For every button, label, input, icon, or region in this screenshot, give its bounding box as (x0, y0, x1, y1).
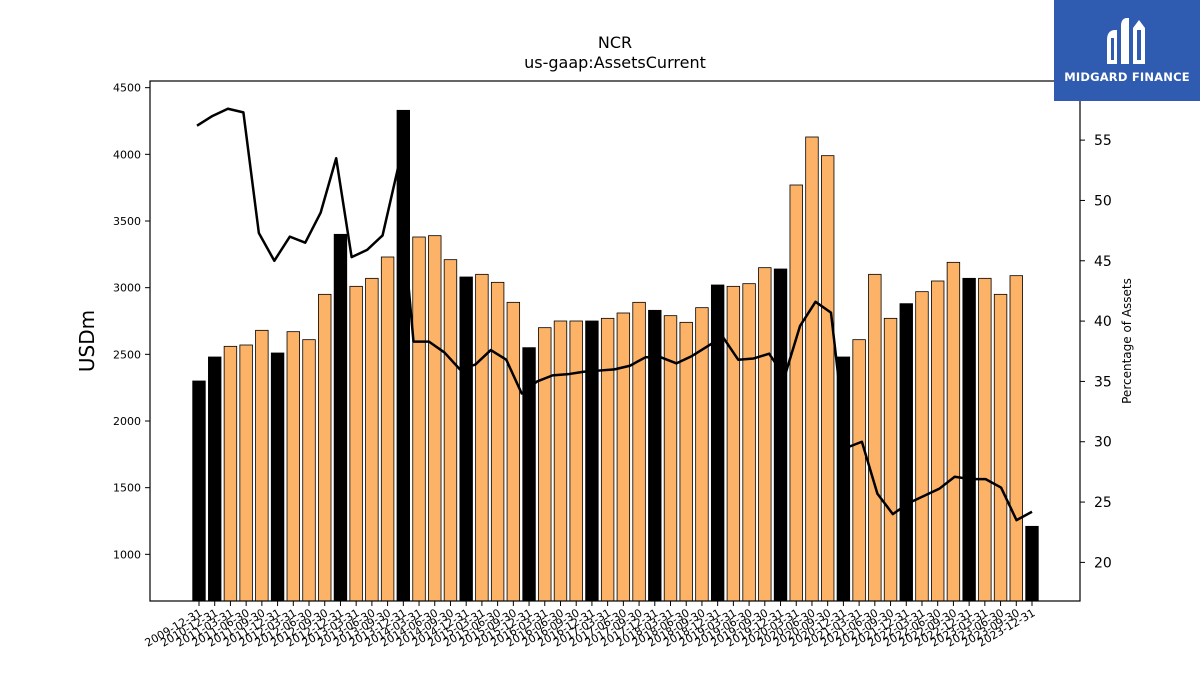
bar (490, 281, 505, 602)
bar (270, 352, 285, 602)
bar (475, 273, 489, 602)
bar (365, 277, 379, 602)
bar (380, 256, 395, 602)
bar (632, 301, 646, 602)
y-tick-label: 4500 (113, 82, 141, 95)
bar (789, 184, 803, 602)
logo-text: MIDGARD FINANCE (1064, 70, 1190, 84)
bar (883, 317, 898, 602)
bar (600, 317, 615, 602)
bar (459, 276, 473, 602)
percentage-line (196, 107, 1033, 522)
y2-tick-label: 45 (1094, 254, 1112, 270)
bar (758, 267, 772, 602)
bar (931, 280, 945, 602)
bar (553, 320, 568, 602)
bar (208, 356, 222, 602)
bar (1009, 275, 1023, 602)
bar (899, 303, 913, 602)
bar (318, 293, 332, 602)
bar (616, 312, 631, 602)
plot-area: 1000 1500 2000 2500 3000 3500 4000 4500 20 25 30 35… (113, 80, 1112, 650)
y2-tick-label: 50 (1094, 193, 1112, 209)
bar (286, 331, 300, 602)
bar (805, 136, 819, 602)
midgard-logo-icon (1107, 18, 1145, 64)
bar (978, 277, 992, 602)
y2-tick-label: 35 (1094, 374, 1112, 390)
bar (648, 309, 662, 602)
bar (223, 345, 238, 602)
bar (443, 259, 458, 602)
bar (349, 285, 363, 602)
y2-tick-label: 25 (1094, 495, 1112, 511)
y2-tick-label: 30 (1094, 435, 1112, 451)
bar (255, 329, 269, 602)
bar (239, 344, 253, 602)
y-tick-label: 1000 (113, 548, 141, 561)
bar (852, 339, 866, 602)
bar (1025, 525, 1039, 602)
plot-frame (149, 80, 1081, 602)
bar (333, 233, 348, 602)
bar (820, 155, 835, 602)
bar (742, 283, 756, 602)
y2-tick-label: 55 (1094, 133, 1112, 149)
bar (868, 273, 882, 602)
bar (506, 301, 521, 602)
y-axis-label: USDm (75, 310, 99, 372)
y-tick-label: 3500 (113, 215, 141, 228)
y-tick-label: 1500 (113, 482, 141, 495)
y-tick-label: 2000 (113, 415, 141, 428)
bar (993, 293, 1008, 602)
y-tick-label: 3000 (113, 282, 141, 295)
y2-tick-label: 40 (1094, 314, 1112, 330)
bar (192, 380, 206, 602)
y2-tick-label: 20 (1094, 555, 1112, 571)
bar (302, 339, 316, 602)
bar (726, 285, 741, 602)
bar (915, 291, 929, 602)
bar (962, 277, 976, 602)
chart-subtitle: us-gaap:AssetsCurrent (524, 53, 706, 72)
midgard-finance-logo: MIDGARD FINANCE (1054, 0, 1200, 101)
bar (679, 321, 693, 602)
y-tick-label: 2500 (113, 348, 141, 361)
bar (569, 320, 583, 602)
bar (946, 261, 961, 602)
y2-axis-label: Percentage of Assets (1120, 278, 1134, 404)
bar (428, 235, 442, 602)
bar (412, 236, 426, 602)
chart-title: NCR (598, 33, 632, 52)
bar (773, 268, 788, 602)
y-tick-label: 4000 (113, 148, 141, 161)
bar (710, 284, 725, 602)
bar (585, 320, 599, 602)
bar (538, 327, 552, 602)
